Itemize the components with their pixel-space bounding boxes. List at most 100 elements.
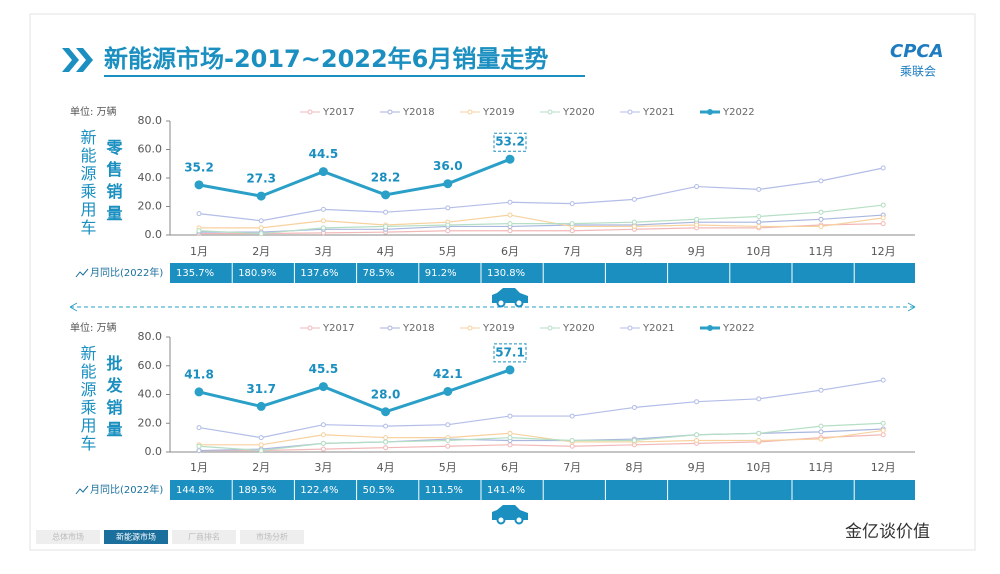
- point: [694, 184, 700, 190]
- x-tick-label: 10月: [746, 245, 771, 258]
- tab[interactable]: [104, 530, 168, 544]
- point: [320, 432, 326, 438]
- point: [256, 401, 266, 411]
- point: [507, 199, 513, 205]
- legend-marker: [627, 109, 633, 115]
- point: [383, 439, 389, 445]
- x-tick-label: 7月: [563, 461, 581, 474]
- logo-sub: 乘联会: [900, 65, 936, 79]
- point: [818, 216, 824, 222]
- point: [320, 218, 326, 224]
- y-tick-label: 80.0: [138, 114, 163, 127]
- point: [196, 443, 202, 449]
- point: [196, 211, 202, 217]
- series-line: [198, 422, 884, 452]
- series-line: [199, 223, 884, 235]
- point: [258, 218, 264, 224]
- data-label: 41.8: [184, 367, 214, 381]
- x-tick-label: 12月: [871, 245, 896, 258]
- point: [818, 178, 824, 184]
- point: [320, 440, 326, 446]
- yoy-value: 122.4%: [300, 485, 338, 496]
- x-tick-label: 10月: [746, 461, 771, 474]
- yoy-value: 50.5%: [363, 485, 395, 496]
- yoy-value: 91.2%: [425, 268, 457, 279]
- point: [507, 228, 513, 234]
- point: [756, 213, 762, 219]
- yoy-value: 135.7%: [176, 268, 214, 279]
- point: [631, 404, 637, 410]
- yoy-row: [170, 480, 915, 500]
- legend-label: Y2017: [322, 323, 355, 334]
- point: [818, 223, 824, 229]
- point: [507, 435, 513, 441]
- data-label: 28.0: [371, 387, 401, 401]
- yoy-value: 111.5%: [425, 485, 463, 496]
- series-line: [198, 157, 511, 198]
- point: [318, 167, 328, 177]
- point: [694, 216, 700, 222]
- series-line: [199, 214, 884, 229]
- yoy-value: 189.5%: [238, 485, 276, 496]
- tab-label: 总体市场: [52, 532, 84, 542]
- point: [880, 427, 886, 433]
- x-tick-label: 4月: [377, 245, 395, 258]
- unit-label: 单位: 万辆: [70, 105, 117, 118]
- y-label: 新能源乘用车: [78, 129, 97, 237]
- tab[interactable]: [240, 530, 304, 544]
- point: [756, 186, 762, 192]
- point: [818, 423, 824, 429]
- tab[interactable]: [172, 530, 236, 544]
- point: [196, 425, 202, 431]
- point: [196, 448, 202, 454]
- point: [569, 221, 575, 227]
- x-tick-label: 1月: [190, 461, 208, 474]
- point: [258, 435, 264, 441]
- page-title: 新能源市场-2017~2022年6月销量走势: [104, 45, 548, 73]
- point: [258, 442, 264, 448]
- point: [383, 209, 389, 215]
- point: [258, 448, 264, 454]
- series-line: [198, 167, 884, 222]
- x-tick-label: 8月: [625, 461, 643, 474]
- series-line: [198, 368, 511, 414]
- data-label: 35.2: [184, 160, 214, 174]
- yoy-value: 130.8%: [487, 268, 525, 279]
- legend-label: Y2019: [482, 107, 515, 118]
- y-tick-label: 40.0: [138, 171, 163, 184]
- tab[interactable]: [36, 530, 100, 544]
- chart-title: 零售销量: [104, 139, 124, 227]
- x-tick-label: 1月: [190, 245, 208, 258]
- point: [880, 221, 886, 227]
- point: [694, 399, 700, 405]
- point: [694, 438, 700, 443]
- legend-marker: [387, 109, 393, 115]
- point: [320, 206, 326, 212]
- logo: CPCA: [890, 41, 944, 62]
- point: [445, 438, 451, 443]
- point: [383, 423, 389, 429]
- point: [631, 196, 637, 202]
- data-label: 42.1: [433, 367, 463, 381]
- x-tick-label: 3月: [314, 245, 332, 258]
- point: [445, 422, 451, 428]
- title-chevrons: [62, 48, 93, 72]
- data-label: 31.7: [246, 382, 276, 396]
- series-line: [198, 204, 884, 235]
- point: [258, 231, 264, 237]
- legend-label: Y2018: [402, 107, 435, 118]
- point: [445, 443, 451, 449]
- yoy-value: 141.4%: [487, 485, 525, 496]
- point: [880, 432, 886, 438]
- data-label: 27.3: [246, 172, 276, 186]
- point: [694, 432, 700, 438]
- legend-marker: [707, 325, 713, 331]
- legend-marker: [467, 325, 473, 331]
- data-label: 36.0: [433, 159, 463, 173]
- y-tick-label: 20.0: [138, 200, 163, 213]
- series-line: [199, 434, 884, 452]
- y-tick-label: 40.0: [138, 388, 163, 401]
- point: [320, 446, 326, 452]
- point: [194, 387, 204, 397]
- tab-label: 市场分析: [256, 532, 288, 542]
